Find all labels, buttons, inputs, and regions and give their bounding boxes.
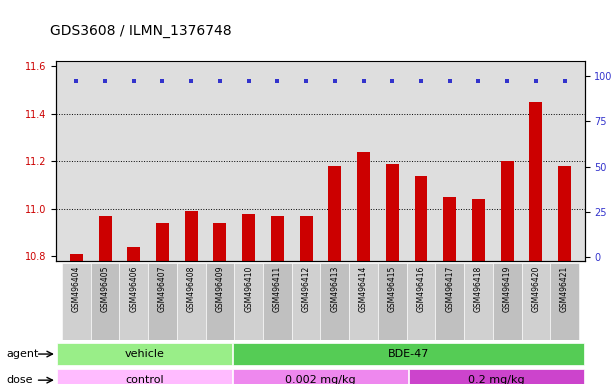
Point <box>387 78 397 84</box>
Bar <box>127 247 141 261</box>
Bar <box>522 263 551 340</box>
Text: agent: agent <box>6 349 38 359</box>
Bar <box>156 223 169 261</box>
Text: GSM496413: GSM496413 <box>331 265 339 312</box>
Text: GSM496417: GSM496417 <box>445 265 454 312</box>
Point <box>531 78 541 84</box>
Bar <box>234 263 263 340</box>
Point <box>416 78 426 84</box>
Text: GSM496408: GSM496408 <box>187 265 196 312</box>
Text: GSM496405: GSM496405 <box>101 265 109 312</box>
Text: vehicle: vehicle <box>125 349 164 359</box>
Point <box>71 78 81 84</box>
Bar <box>530 102 543 261</box>
Point <box>244 78 254 84</box>
Text: 0.002 mg/kg: 0.002 mg/kg <box>285 375 356 384</box>
Point <box>215 78 225 84</box>
Point <box>301 78 311 84</box>
Text: GDS3608 / ILMN_1376748: GDS3608 / ILMN_1376748 <box>50 25 232 38</box>
Text: control: control <box>125 375 164 384</box>
Text: GSM496404: GSM496404 <box>72 265 81 312</box>
Bar <box>213 223 227 261</box>
Text: GSM496410: GSM496410 <box>244 265 253 312</box>
Bar <box>90 263 119 340</box>
Text: GSM496415: GSM496415 <box>388 265 397 312</box>
Bar <box>500 161 514 261</box>
Text: dose: dose <box>6 375 32 384</box>
Bar <box>407 263 436 340</box>
Point <box>100 78 110 84</box>
Bar <box>62 263 90 340</box>
Bar <box>386 164 399 261</box>
Text: 0.2 mg/kg: 0.2 mg/kg <box>468 375 525 384</box>
Bar <box>205 263 234 340</box>
Bar <box>233 369 408 384</box>
Text: GSM496414: GSM496414 <box>359 265 368 312</box>
Bar <box>464 263 493 340</box>
Text: GSM496418: GSM496418 <box>474 265 483 311</box>
Bar <box>233 343 584 365</box>
Text: BDE-47: BDE-47 <box>388 349 430 359</box>
Bar <box>185 211 198 261</box>
Text: GSM496411: GSM496411 <box>273 265 282 311</box>
Bar <box>291 263 321 340</box>
Bar <box>443 197 456 261</box>
Bar <box>70 254 82 261</box>
Text: GSM496406: GSM496406 <box>130 265 138 312</box>
Bar <box>436 263 464 340</box>
Bar <box>271 216 284 261</box>
Bar <box>263 263 291 340</box>
Point <box>273 78 282 84</box>
Text: GSM496420: GSM496420 <box>532 265 540 312</box>
Bar <box>119 263 148 340</box>
Point <box>445 78 455 84</box>
Bar <box>148 263 177 340</box>
Bar <box>321 263 349 340</box>
Bar <box>558 166 571 261</box>
Point <box>158 78 167 84</box>
Bar <box>98 216 111 261</box>
Bar <box>328 166 342 261</box>
Text: GSM496419: GSM496419 <box>503 265 511 312</box>
Point <box>359 78 368 84</box>
Point <box>186 78 196 84</box>
Text: GSM496409: GSM496409 <box>216 265 224 312</box>
Point <box>129 78 139 84</box>
Bar <box>177 263 205 340</box>
Point <box>560 78 569 84</box>
Bar <box>493 263 522 340</box>
Bar <box>299 216 313 261</box>
Bar <box>472 199 485 261</box>
Bar <box>414 175 428 261</box>
Text: GSM496416: GSM496416 <box>417 265 425 312</box>
Bar <box>378 263 407 340</box>
Point <box>474 78 483 84</box>
Bar <box>242 214 255 261</box>
Bar <box>357 152 370 261</box>
Point <box>330 78 340 84</box>
Point <box>502 78 512 84</box>
Bar <box>409 369 584 384</box>
Bar <box>551 263 579 340</box>
Text: GSM496407: GSM496407 <box>158 265 167 312</box>
Bar <box>57 369 232 384</box>
Text: GSM496421: GSM496421 <box>560 265 569 311</box>
Bar <box>349 263 378 340</box>
Text: GSM496412: GSM496412 <box>302 265 310 311</box>
Bar <box>57 343 232 365</box>
